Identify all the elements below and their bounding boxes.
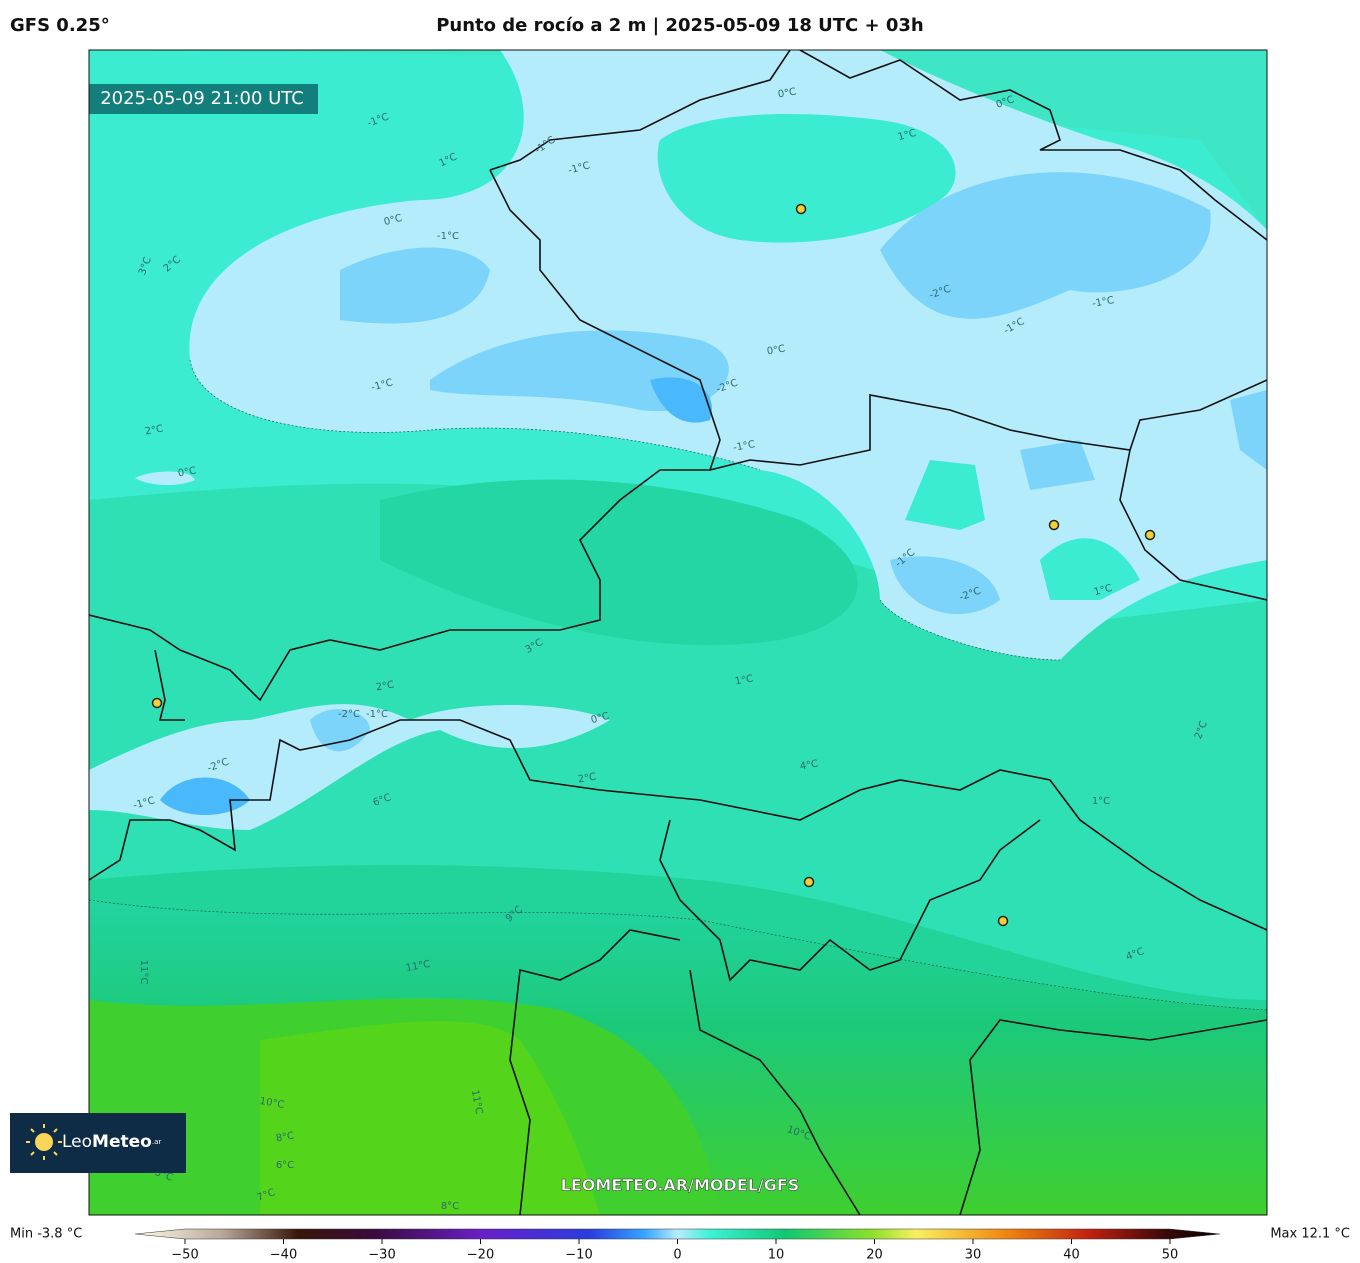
contour-label: 0°C bbox=[383, 213, 404, 228]
contour-label: 1°C bbox=[734, 673, 754, 687]
colorbar bbox=[134, 1228, 1221, 1240]
map-frame bbox=[88, 49, 1268, 1216]
colorbar-tick-label: −10 bbox=[565, 1248, 592, 1263]
logo: LeoMeteo.ar bbox=[10, 1113, 186, 1173]
contour-label: 10°C bbox=[259, 1096, 285, 1111]
contour-label: -1°C bbox=[366, 709, 388, 720]
contour-label: 1°C bbox=[1093, 583, 1114, 598]
model-label: GFS 0.25° bbox=[10, 15, 110, 36]
colorbar-tick-label: 30 bbox=[965, 1248, 982, 1263]
svg-text:LeoMeteo.ar: LeoMeteo.ar bbox=[62, 1132, 161, 1152]
city-marker bbox=[1144, 529, 1156, 541]
watermark: LEOMETEO.AR/MODEL/GFS bbox=[561, 1176, 800, 1195]
contour-label: 2°C bbox=[144, 423, 164, 437]
contour-label: -1°C bbox=[132, 795, 156, 811]
contour-label: 1°C bbox=[1092, 796, 1110, 807]
colorbar-tick-label: 0 bbox=[673, 1248, 681, 1263]
contour-label: 0°C bbox=[777, 86, 797, 100]
contour-label: 1°C bbox=[897, 128, 918, 143]
colorbar-tick-label: 10 bbox=[768, 1248, 785, 1263]
valid-time: 2025-05-09 21:00 UTC bbox=[100, 88, 304, 109]
map-field: 2025-05-09 21:00 UTC -1°C 1°C 0°C -1°C -1°C 0… bbox=[89, 50, 1267, 1215]
city-marker bbox=[795, 203, 807, 215]
contour-label: 2°C bbox=[375, 679, 395, 693]
map-title: Punto de rocío a 2 m | 2025-05-09 18 UTC… bbox=[436, 15, 924, 36]
colorbar-tick-label: −40 bbox=[270, 1248, 297, 1263]
city-marker bbox=[803, 876, 815, 888]
contour-label: -1°C bbox=[1091, 295, 1115, 310]
colorbar-tick-label: 40 bbox=[1063, 1248, 1080, 1263]
contour-label: 11°C bbox=[405, 959, 431, 974]
colorbar-tick-label: 20 bbox=[866, 1248, 883, 1263]
colorbar-tick-label: −50 bbox=[171, 1248, 198, 1263]
max-label: Max 12.1 °C bbox=[1270, 1227, 1350, 1242]
colorbar-tick-label: −20 bbox=[467, 1248, 494, 1263]
cities bbox=[151, 203, 1156, 927]
colorbar-tick-label: 50 bbox=[1162, 1248, 1179, 1263]
city-marker bbox=[997, 915, 1009, 927]
contour-label: -1°C bbox=[732, 439, 756, 454]
contour-label: -1°C bbox=[370, 377, 394, 393]
contour-label: 0°C bbox=[766, 343, 786, 357]
contour-label: 11°C bbox=[469, 1089, 484, 1115]
city-marker bbox=[1048, 519, 1060, 531]
contour-label: 8°C bbox=[275, 1130, 295, 1144]
contour-label: -1°C bbox=[437, 231, 459, 242]
contour-label: 8°C bbox=[441, 1201, 459, 1212]
contour-label: 0°C bbox=[177, 465, 197, 479]
min-label: Min -3.8 °C bbox=[10, 1227, 82, 1242]
colorbar-tick-label: −30 bbox=[368, 1248, 395, 1263]
contour-label: 0°C bbox=[590, 711, 611, 726]
contour-label: -1°C bbox=[567, 160, 591, 176]
logo-text: Meteo bbox=[92, 1132, 152, 1152]
logo-text: .ar bbox=[152, 1138, 162, 1146]
contour-label: 6°C bbox=[276, 1160, 294, 1171]
contour-label: 11°C bbox=[138, 960, 149, 985]
contour-label: 4°C bbox=[799, 758, 819, 772]
logo-text: Leo bbox=[62, 1132, 92, 1152]
city-marker bbox=[151, 697, 163, 709]
contour-label: -2°C bbox=[338, 709, 360, 720]
colorbar-ticks: −50 −40 −30 −20 −10 0 10 20 30 40 50 bbox=[171, 1239, 1178, 1263]
contour-label: 2°C bbox=[577, 771, 597, 785]
